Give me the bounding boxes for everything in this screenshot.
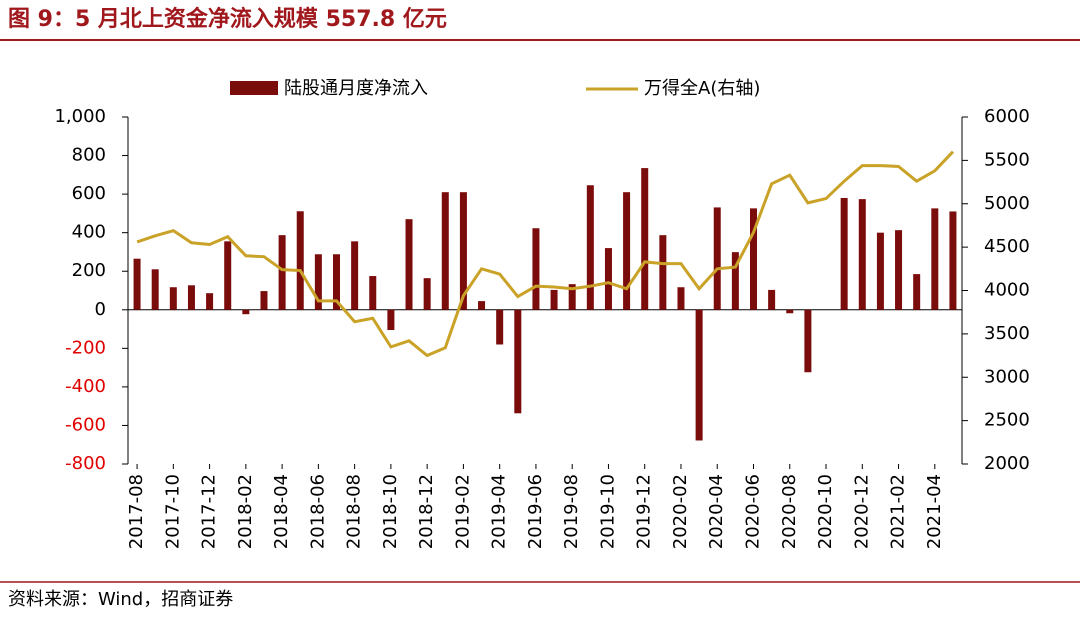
bar bbox=[169, 287, 177, 310]
bar bbox=[840, 197, 848, 310]
y2-tick-label: 3000 bbox=[984, 366, 1030, 387]
source: 资料来源：Wind，招商证券 bbox=[8, 589, 233, 610]
x-tick-label: 2018-02 bbox=[235, 474, 256, 549]
y-tick-label: 200 bbox=[72, 260, 106, 281]
x-tick-label: 2020-02 bbox=[670, 474, 691, 549]
x-tick-label: 2019-08 bbox=[561, 474, 582, 549]
bar bbox=[641, 168, 649, 310]
bar bbox=[804, 309, 812, 373]
y-tick-label: -200 bbox=[65, 337, 106, 358]
bar bbox=[496, 309, 504, 345]
y2-tick-label: 3500 bbox=[984, 323, 1030, 344]
y2-tick-label: 4500 bbox=[984, 236, 1030, 257]
legend-swatch bbox=[230, 81, 278, 95]
bar bbox=[895, 230, 903, 310]
x-tick-label: 2018-06 bbox=[307, 474, 328, 549]
bar bbox=[260, 291, 268, 310]
x-tick-label: 2018-12 bbox=[416, 474, 437, 549]
bar bbox=[224, 241, 232, 310]
bar bbox=[550, 289, 558, 310]
y2-tick-label: 5000 bbox=[984, 193, 1030, 214]
bar bbox=[623, 192, 631, 310]
y-tick-label: 800 bbox=[72, 145, 106, 166]
bar bbox=[786, 309, 794, 314]
x-tick-label: 2018-10 bbox=[380, 474, 401, 549]
bar bbox=[369, 276, 377, 310]
y2-tick-label: 6000 bbox=[984, 106, 1030, 127]
bar bbox=[768, 289, 776, 310]
y-tick-label: 1,000 bbox=[54, 106, 106, 127]
y-tick-label: 0 bbox=[95, 299, 106, 320]
bar bbox=[314, 254, 322, 310]
y-tick-label: 400 bbox=[72, 222, 106, 243]
bar bbox=[423, 278, 431, 310]
x-tick-label: 2020-12 bbox=[851, 474, 872, 549]
bar bbox=[387, 309, 395, 331]
bar bbox=[876, 232, 884, 310]
line bbox=[136, 150, 955, 358]
bar bbox=[278, 235, 286, 310]
y2-tick-label: 2500 bbox=[984, 410, 1030, 431]
bar bbox=[695, 309, 703, 441]
bar bbox=[532, 228, 540, 310]
x-tick-label: 2019-02 bbox=[452, 474, 473, 549]
y2-tick-label: 5500 bbox=[984, 149, 1030, 170]
y-tick-label: -600 bbox=[65, 414, 106, 435]
x-tick-label: 2020-06 bbox=[743, 474, 764, 549]
bar bbox=[586, 185, 594, 310]
y2-tick-label: 4000 bbox=[984, 280, 1030, 301]
x-tick-label: 2018-04 bbox=[271, 474, 292, 549]
bar bbox=[459, 192, 467, 310]
y-tick-label: 600 bbox=[72, 183, 106, 204]
bar bbox=[750, 208, 757, 310]
x-tick-label: 2019-10 bbox=[597, 474, 618, 549]
chart-title: 图 9：5 月北上资金净流入规模 557.8 亿元 bbox=[8, 6, 447, 32]
bar bbox=[568, 284, 576, 310]
x-tick-label: 2017-08 bbox=[126, 474, 147, 549]
bar bbox=[296, 211, 304, 310]
bar bbox=[713, 207, 721, 310]
bar bbox=[514, 309, 522, 414]
bar bbox=[151, 269, 159, 310]
bar bbox=[677, 287, 685, 310]
bar bbox=[242, 309, 250, 315]
bar bbox=[913, 274, 921, 310]
x-tick-label: 2021-04 bbox=[924, 474, 945, 549]
bar bbox=[949, 211, 957, 310]
legend-label: 陆股通月度净流入 bbox=[284, 78, 428, 99]
x-tick-label: 2021-02 bbox=[888, 474, 909, 549]
bar bbox=[187, 285, 195, 310]
bar bbox=[441, 192, 449, 310]
x-tick-label: 2019-06 bbox=[525, 474, 546, 549]
bar bbox=[659, 235, 667, 310]
bar bbox=[133, 258, 141, 310]
x-tick-label: 2019-12 bbox=[634, 474, 655, 549]
x-tick-label: 2019-04 bbox=[489, 474, 510, 549]
y-tick-label: -800 bbox=[65, 453, 106, 474]
x-tick-label: 2020-10 bbox=[815, 474, 836, 549]
x-tick-label: 2020-04 bbox=[706, 474, 727, 549]
bar bbox=[351, 241, 359, 310]
bar bbox=[478, 301, 486, 310]
bar bbox=[731, 252, 739, 310]
x-tick-label: 2017-12 bbox=[199, 474, 220, 549]
bar bbox=[604, 248, 612, 310]
legend-label: 万得全A(右轴) bbox=[644, 78, 760, 99]
bar bbox=[206, 293, 214, 310]
bar bbox=[333, 254, 340, 310]
y2-tick-label: 2000 bbox=[984, 453, 1030, 474]
x-tick-label: 2018-08 bbox=[344, 474, 365, 549]
y-tick-label: -400 bbox=[65, 376, 106, 397]
bar bbox=[858, 199, 866, 310]
x-tick-label: 2020-08 bbox=[779, 474, 800, 549]
bar bbox=[405, 219, 413, 310]
bar bbox=[931, 208, 939, 310]
x-tick-label: 2017-10 bbox=[162, 474, 183, 549]
